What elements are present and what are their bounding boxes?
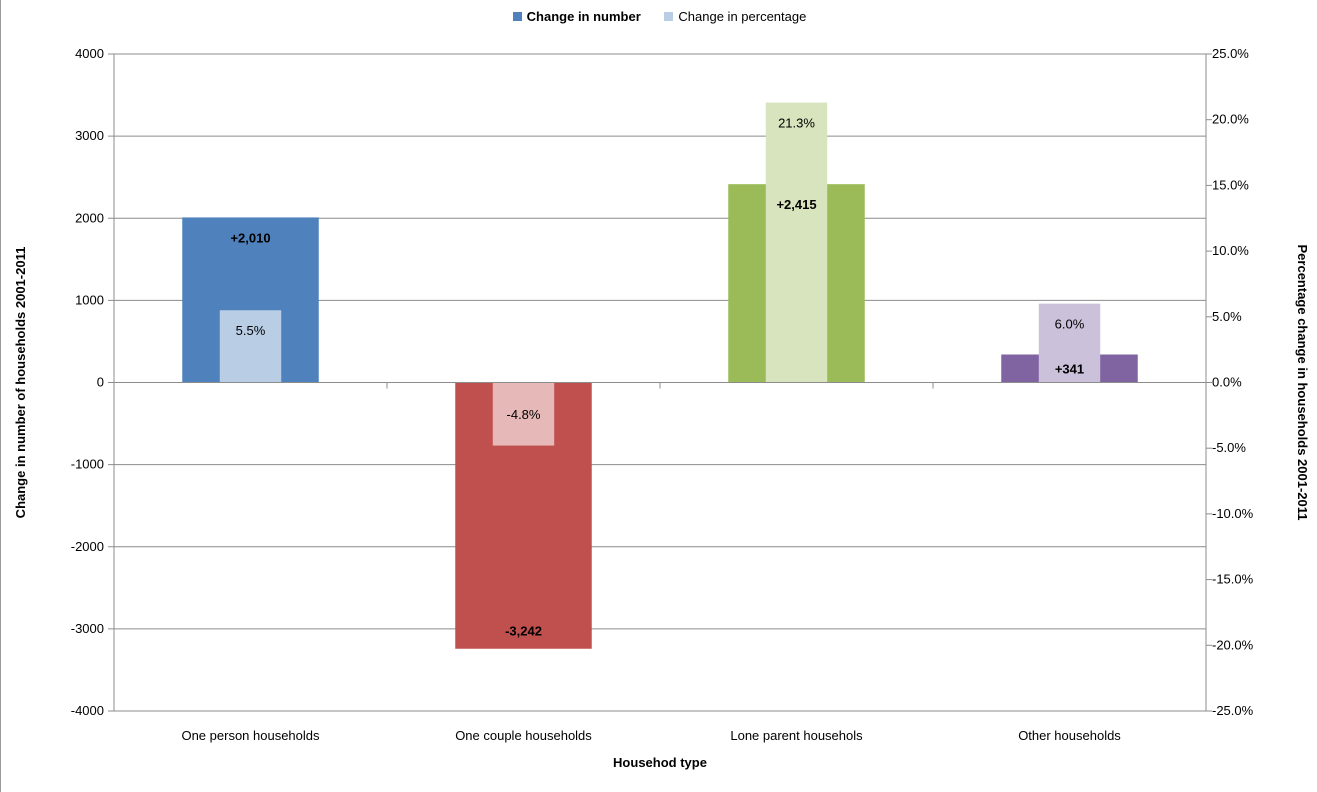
y2-tick-label: 25.0% [1212,46,1249,61]
y2-tick-label: 20.0% [1212,112,1249,127]
y2-tick-label: 0.0% [1212,375,1242,390]
x-tick-label: One couple households [455,728,592,743]
bar-percentage [765,102,828,383]
legend-item-number: Change in number [512,9,641,25]
data-label-percentage: 6.0% [1055,317,1085,332]
y-tick-label: -4000 [71,703,104,718]
legend-label-percentage: Change in percentage [678,9,807,25]
y2-tick-label: -10.0% [1212,506,1254,521]
bars [182,102,1138,649]
y-tick-label: 0 [97,375,104,390]
x-tick-label: One person households [181,728,320,743]
y2-axis-title: Percentage change in households 2001-201… [1295,244,1310,520]
y2-tick-label: 5.0% [1212,309,1242,324]
y2-tick-label: 10.0% [1212,243,1249,258]
y2-tick-label: 15.0% [1212,177,1249,192]
axes: -4000 -3000 -2000 -1000 0 1000 2000 3000 4000 -25… [71,46,1254,743]
x-axis-title: Househod type [613,755,707,770]
y-tick-label: -1000 [71,457,104,472]
x-tick-label: Lone parent househols [730,728,863,743]
data-label-number: +2,010 [230,230,270,245]
y-tick-label: 4000 [75,46,104,61]
data-label-number: +341 [1055,361,1084,376]
data-label-percentage: 21.3% [778,116,815,131]
legend-swatch-percentage [664,12,674,22]
bar-percentage [219,310,282,383]
data-label-percentage: -4.8% [507,407,541,422]
y2-tick-label: -15.0% [1212,572,1254,587]
y2-tick-label: -20.0% [1212,637,1254,652]
legend: Change in number Change in percentage [1,8,1317,24]
y-tick-label: 3000 [75,128,104,143]
legend-swatch-number [512,12,522,22]
data-label-number: -3,242 [505,624,542,639]
data-labels: +2,010 5.5% -3,242 -4.8% +2,415 21.3% +341 6.0% [230,116,1084,639]
legend-item-percentage: Change in percentage [664,9,806,24]
bar-percentage [1038,303,1101,383]
legend-label-number: Change in number [526,9,641,25]
y-tick-label: -3000 [71,621,104,636]
data-label-percentage: 5.5% [236,323,266,338]
y-axis-title: Change in number of households 2001-2011 [13,247,28,519]
x-tick-label: Other households [1018,728,1121,743]
y-tick-label: -2000 [71,539,104,554]
y-tick-label: 2000 [75,210,104,225]
bar-percentage [492,382,555,446]
y2-tick-label: -5.0% [1212,440,1246,455]
y2-tick-label: -25.0% [1212,703,1254,718]
data-label-number: +2,415 [776,197,816,212]
y-tick-label: 1000 [75,292,104,307]
